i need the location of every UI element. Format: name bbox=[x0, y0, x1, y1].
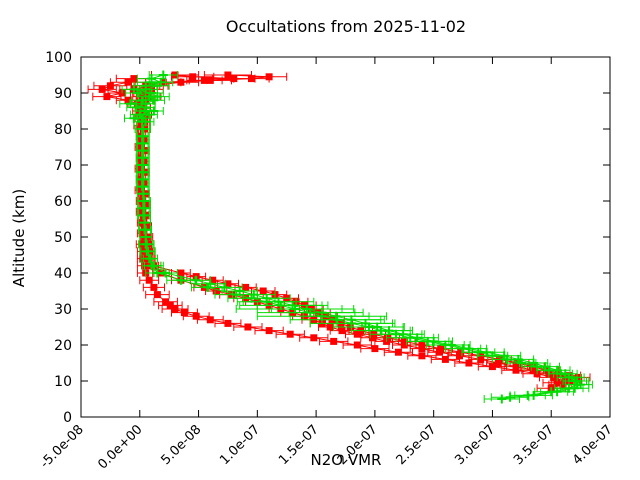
square-marker bbox=[488, 363, 496, 371]
series-occultation-red-2 bbox=[87, 74, 580, 387]
x-tick-label: 1.0e-07 bbox=[217, 422, 263, 468]
square-marker bbox=[418, 341, 426, 349]
square-marker bbox=[162, 298, 170, 306]
square-marker bbox=[437, 345, 445, 353]
square-marker bbox=[106, 82, 114, 90]
x-tick-label: 3.5e-07 bbox=[511, 422, 557, 468]
square-marker bbox=[326, 323, 334, 331]
square-marker bbox=[138, 229, 146, 237]
y-tick-label: 50 bbox=[54, 230, 72, 246]
x-tick-label: 4.0e-07 bbox=[570, 422, 616, 468]
square-marker bbox=[124, 96, 132, 104]
series-errorbars bbox=[125, 78, 590, 400]
square-marker bbox=[166, 301, 174, 309]
square-marker bbox=[330, 337, 338, 345]
square-marker bbox=[512, 366, 520, 374]
square-marker bbox=[259, 287, 267, 295]
square-marker bbox=[244, 323, 252, 331]
y-tick-label: 90 bbox=[54, 86, 72, 102]
square-marker bbox=[200, 76, 208, 84]
x-axis-label: N2O VMR bbox=[310, 451, 382, 469]
series-line bbox=[134, 81, 578, 396]
x-tick-label: 5.0e-08 bbox=[158, 422, 204, 468]
square-marker bbox=[400, 337, 408, 345]
square-marker bbox=[242, 283, 250, 291]
square-marker bbox=[418, 352, 426, 360]
square-marker bbox=[457, 348, 465, 356]
square-marker bbox=[143, 222, 151, 230]
plus-markers bbox=[125, 70, 586, 404]
square-marker bbox=[98, 85, 106, 93]
square-marker bbox=[153, 291, 161, 299]
square-marker bbox=[477, 355, 485, 363]
square-marker bbox=[189, 73, 197, 81]
y-tick-label: 0 bbox=[63, 410, 72, 426]
square-marker bbox=[142, 201, 150, 209]
x-tick-label: 2.5e-07 bbox=[394, 422, 440, 468]
square-marker bbox=[394, 348, 402, 356]
square-marker bbox=[212, 287, 220, 295]
square-marker bbox=[265, 73, 273, 81]
y-tick-label: 20 bbox=[54, 338, 72, 354]
square-marker bbox=[150, 283, 158, 291]
square-marker bbox=[206, 316, 214, 324]
y-tick-label: 30 bbox=[54, 302, 72, 318]
series-occultation-green-2 bbox=[125, 77, 590, 400]
square-marker bbox=[230, 75, 238, 83]
series-line bbox=[128, 74, 582, 400]
square-marker bbox=[418, 345, 426, 353]
x-tick-label: 3.0e-07 bbox=[452, 422, 498, 468]
series-errorbars bbox=[119, 71, 593, 403]
x-tick-label: 0.0e+00 bbox=[95, 422, 145, 472]
square-marker bbox=[224, 280, 232, 288]
square-marker bbox=[371, 345, 379, 353]
square-marker bbox=[224, 71, 232, 79]
square-marker bbox=[124, 78, 132, 86]
square-marker bbox=[136, 121, 144, 129]
y-tick-label: 100 bbox=[45, 50, 72, 66]
square-marker bbox=[103, 93, 111, 101]
x-tick-label: -5.0e-08 bbox=[38, 422, 87, 471]
square-marker bbox=[441, 355, 449, 363]
square-marker bbox=[353, 341, 361, 349]
square-marker bbox=[310, 334, 318, 342]
square-marker bbox=[209, 276, 217, 284]
square-marker bbox=[180, 309, 188, 317]
square-marker bbox=[145, 276, 153, 284]
plus-markers bbox=[131, 77, 582, 400]
square-marker bbox=[369, 334, 376, 342]
square-marker bbox=[400, 341, 408, 349]
y-tick-label: 70 bbox=[54, 158, 72, 174]
square-marker bbox=[171, 305, 179, 313]
square-marker bbox=[192, 312, 200, 320]
series-occultation-green-1 bbox=[119, 70, 593, 404]
y-axis-label: Altitude (km) bbox=[10, 188, 28, 288]
chart-title: Occultations from 2025-11-02 bbox=[225, 17, 467, 36]
square-marker bbox=[177, 269, 185, 277]
square-marker bbox=[353, 330, 361, 338]
square-marker bbox=[530, 366, 538, 374]
square-marker bbox=[512, 363, 520, 371]
square-marker bbox=[130, 75, 138, 83]
square-marker bbox=[436, 348, 443, 356]
square-marker bbox=[553, 379, 561, 387]
square-marker bbox=[286, 330, 294, 338]
square-marker bbox=[338, 327, 346, 335]
square-marker bbox=[224, 319, 232, 327]
y-tick-label: 60 bbox=[54, 194, 72, 210]
y-tick-label: 10 bbox=[54, 374, 72, 390]
square-marker bbox=[265, 327, 273, 335]
square-marker bbox=[494, 359, 502, 367]
y-tick-label: 40 bbox=[54, 266, 72, 282]
series-line bbox=[100, 78, 568, 384]
square-marker bbox=[465, 359, 473, 367]
y-tick-label: 80 bbox=[54, 122, 72, 138]
series-line bbox=[132, 74, 571, 389]
